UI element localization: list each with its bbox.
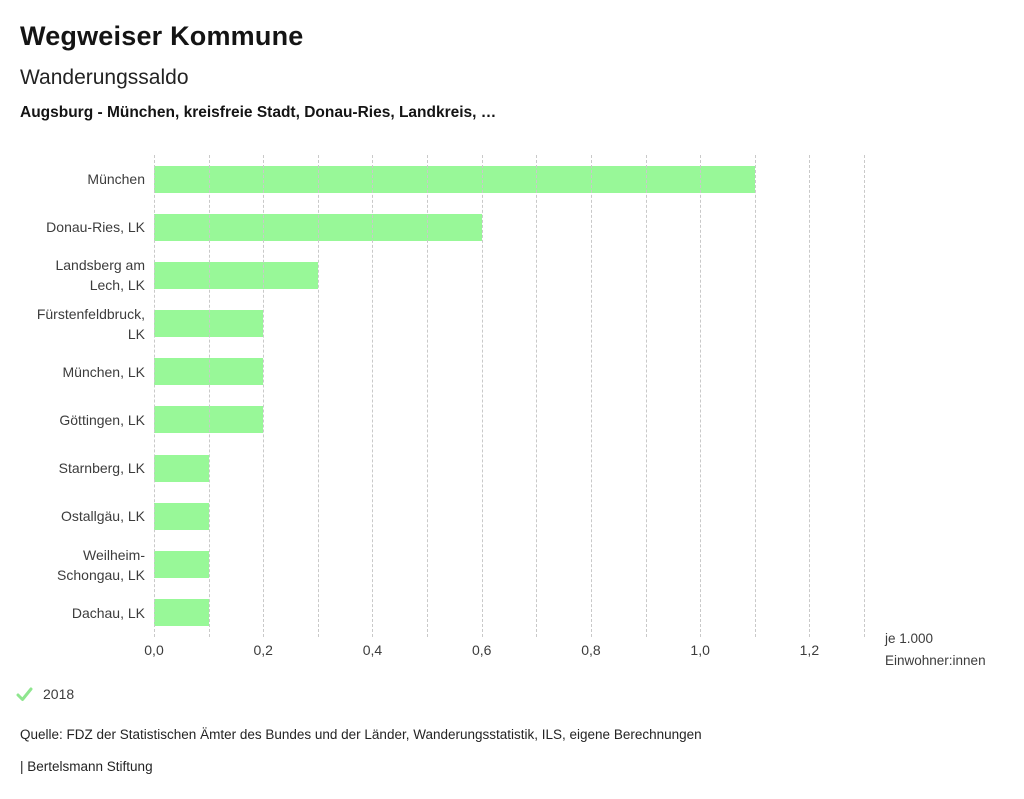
category-label: Dachau, LK [71, 604, 145, 621]
gridline [809, 155, 811, 637]
x-tick-label: 1,2 [799, 642, 820, 658]
category-label: Ostallgäu, LK [60, 508, 145, 525]
category-label: Göttingen, LK [59, 412, 145, 429]
axis-unit-label: je 1.000 Einwohner:innen [885, 628, 986, 672]
gridline [645, 155, 647, 637]
bar[interactable] [154, 165, 755, 193]
x-tick-label: 0,6 [471, 642, 492, 658]
bar[interactable] [154, 599, 209, 627]
gridline [263, 155, 265, 637]
bar-row [154, 396, 864, 444]
axis-unit-line-2: Einwohner:innen [885, 653, 986, 668]
bar-rows [154, 155, 864, 637]
bar-row [154, 203, 864, 251]
bar[interactable] [154, 261, 318, 289]
gridline [317, 155, 319, 637]
gridline [427, 155, 429, 637]
bar-row [154, 444, 864, 492]
category-label: Donau-Ries, LK [46, 219, 145, 236]
category-label: Weilheim- Schongau, LK [57, 546, 145, 583]
x-axis: 0,0 0,2 0,4 0,6 0,8 1,0 1,2 [144, 642, 864, 662]
category-label: Fürstenfeldbruck, LK [36, 305, 145, 342]
bar-chart: München Donau-Ries, LK Landsberg am Lech, L… [0, 155, 1024, 637]
gridline [481, 155, 483, 637]
x-tick-label: 0,2 [253, 642, 273, 658]
gridline [154, 155, 155, 637]
bar[interactable] [154, 502, 209, 530]
chart-title: Wanderungssaldo [20, 66, 189, 89]
check-icon [16, 687, 33, 702]
category-labels: München Donau-Ries, LK Landsberg am Lech, L… [0, 155, 145, 637]
bar-row [154, 492, 864, 540]
category-label: München [87, 171, 145, 188]
x-tick-label: 0,4 [362, 642, 383, 658]
gridline [754, 155, 756, 637]
attribution-note: | Bertelsmann Stiftung [20, 759, 153, 774]
x-tick-label: 1,0 [690, 642, 710, 658]
app-title: Wegweiser Kommune [20, 21, 304, 51]
bar-row [154, 589, 864, 637]
category-label: Landsberg am Lech, LK [55, 257, 145, 294]
legend-item-2018[interactable]: 2018 [16, 686, 74, 702]
gridline [700, 155, 702, 637]
plot-area [154, 155, 865, 637]
selected-regions-subtitle: Augsburg - München, kreisfreie Stadt, Do… [20, 104, 497, 121]
bar-row [154, 348, 864, 396]
x-tick-label: 0,0 [144, 642, 164, 658]
bar-row [154, 251, 864, 299]
x-tick-label: 0,8 [581, 642, 601, 658]
source-note: Quelle: FDZ der Statistischen Ämter des … [20, 727, 702, 742]
category-label: München, LK [62, 363, 146, 380]
gridline [590, 155, 592, 637]
legend-year-label: 2018 [43, 686, 75, 702]
bar-row [154, 300, 864, 348]
bar[interactable] [154, 454, 209, 482]
bar[interactable] [154, 551, 209, 578]
category-label: Starnberg, LK [58, 460, 145, 477]
bar-row [154, 541, 864, 589]
axis-unit-line-1: je 1.000 [885, 631, 934, 646]
bar-row [154, 155, 864, 203]
gridline [536, 155, 538, 637]
gridline [208, 155, 210, 637]
gridline [372, 155, 374, 637]
gridline [864, 155, 865, 637]
